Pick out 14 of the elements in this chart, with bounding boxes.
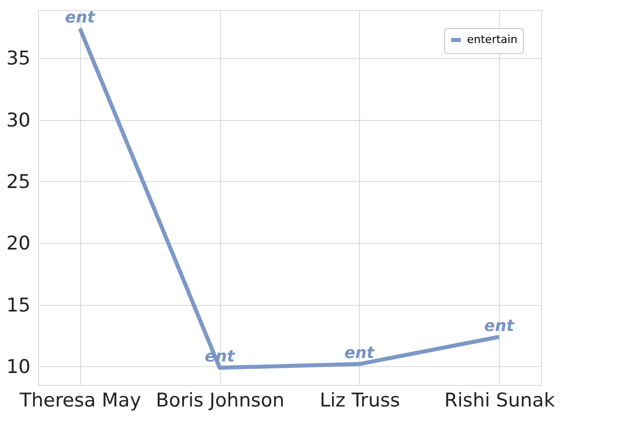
y-tick-label: 10 bbox=[6, 356, 30, 378]
annotation: ent bbox=[344, 343, 376, 362]
legend-label: entertain bbox=[467, 33, 518, 46]
x-tick-label: Rishi Sunak bbox=[444, 390, 555, 412]
x-tick-label: Boris Johnson bbox=[156, 390, 284, 412]
y-tick-label: 20 bbox=[6, 232, 30, 255]
annotation: ent bbox=[64, 8, 96, 27]
y-tick-label: 30 bbox=[6, 109, 30, 132]
x-tick-label: Liz Truss bbox=[320, 390, 400, 412]
x-tick-label: Theresa May bbox=[18, 390, 142, 412]
y-tick-label: 35 bbox=[6, 48, 30, 70]
y-tick-label: 25 bbox=[6, 170, 30, 193]
annotation: ent bbox=[484, 316, 516, 335]
y-tick-label: 15 bbox=[6, 294, 30, 316]
